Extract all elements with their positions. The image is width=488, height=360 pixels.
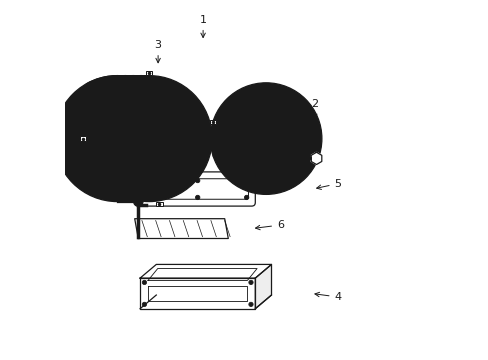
Polygon shape [140,278,255,309]
Ellipse shape [136,199,141,204]
Ellipse shape [146,195,151,199]
Polygon shape [140,264,271,278]
Ellipse shape [248,302,253,307]
Ellipse shape [210,83,321,194]
Ellipse shape [101,90,197,187]
Text: 4: 4 [314,292,341,302]
Polygon shape [310,152,321,165]
Ellipse shape [213,86,318,191]
FancyBboxPatch shape [146,179,248,199]
Ellipse shape [248,280,253,284]
Ellipse shape [86,76,212,202]
Text: 5: 5 [316,179,341,189]
Ellipse shape [260,133,271,144]
Ellipse shape [115,104,183,173]
Polygon shape [255,264,271,309]
Ellipse shape [141,131,157,147]
Ellipse shape [133,197,142,206]
Ellipse shape [146,178,151,183]
Bar [80,136,86,141]
Text: 2: 2 [310,99,318,118]
Text: 6: 6 [255,220,284,230]
Ellipse shape [195,195,200,199]
Ellipse shape [255,128,276,149]
Ellipse shape [78,76,204,202]
Ellipse shape [282,129,286,133]
Ellipse shape [244,132,248,136]
Bar [209,120,216,124]
FancyBboxPatch shape [140,172,255,206]
Polygon shape [134,219,228,239]
Ellipse shape [235,108,296,169]
Ellipse shape [262,117,266,121]
Ellipse shape [244,178,248,183]
Bar [145,71,152,75]
Bar [156,202,163,206]
Ellipse shape [70,76,196,202]
Ellipse shape [54,76,180,202]
Text: 3: 3 [154,40,161,63]
Ellipse shape [142,302,146,307]
Ellipse shape [253,153,257,158]
Ellipse shape [62,76,188,202]
Text: 1: 1 [199,15,206,37]
Ellipse shape [276,152,281,156]
Ellipse shape [195,178,200,183]
Ellipse shape [244,195,248,199]
Ellipse shape [142,280,146,284]
Ellipse shape [135,125,163,152]
